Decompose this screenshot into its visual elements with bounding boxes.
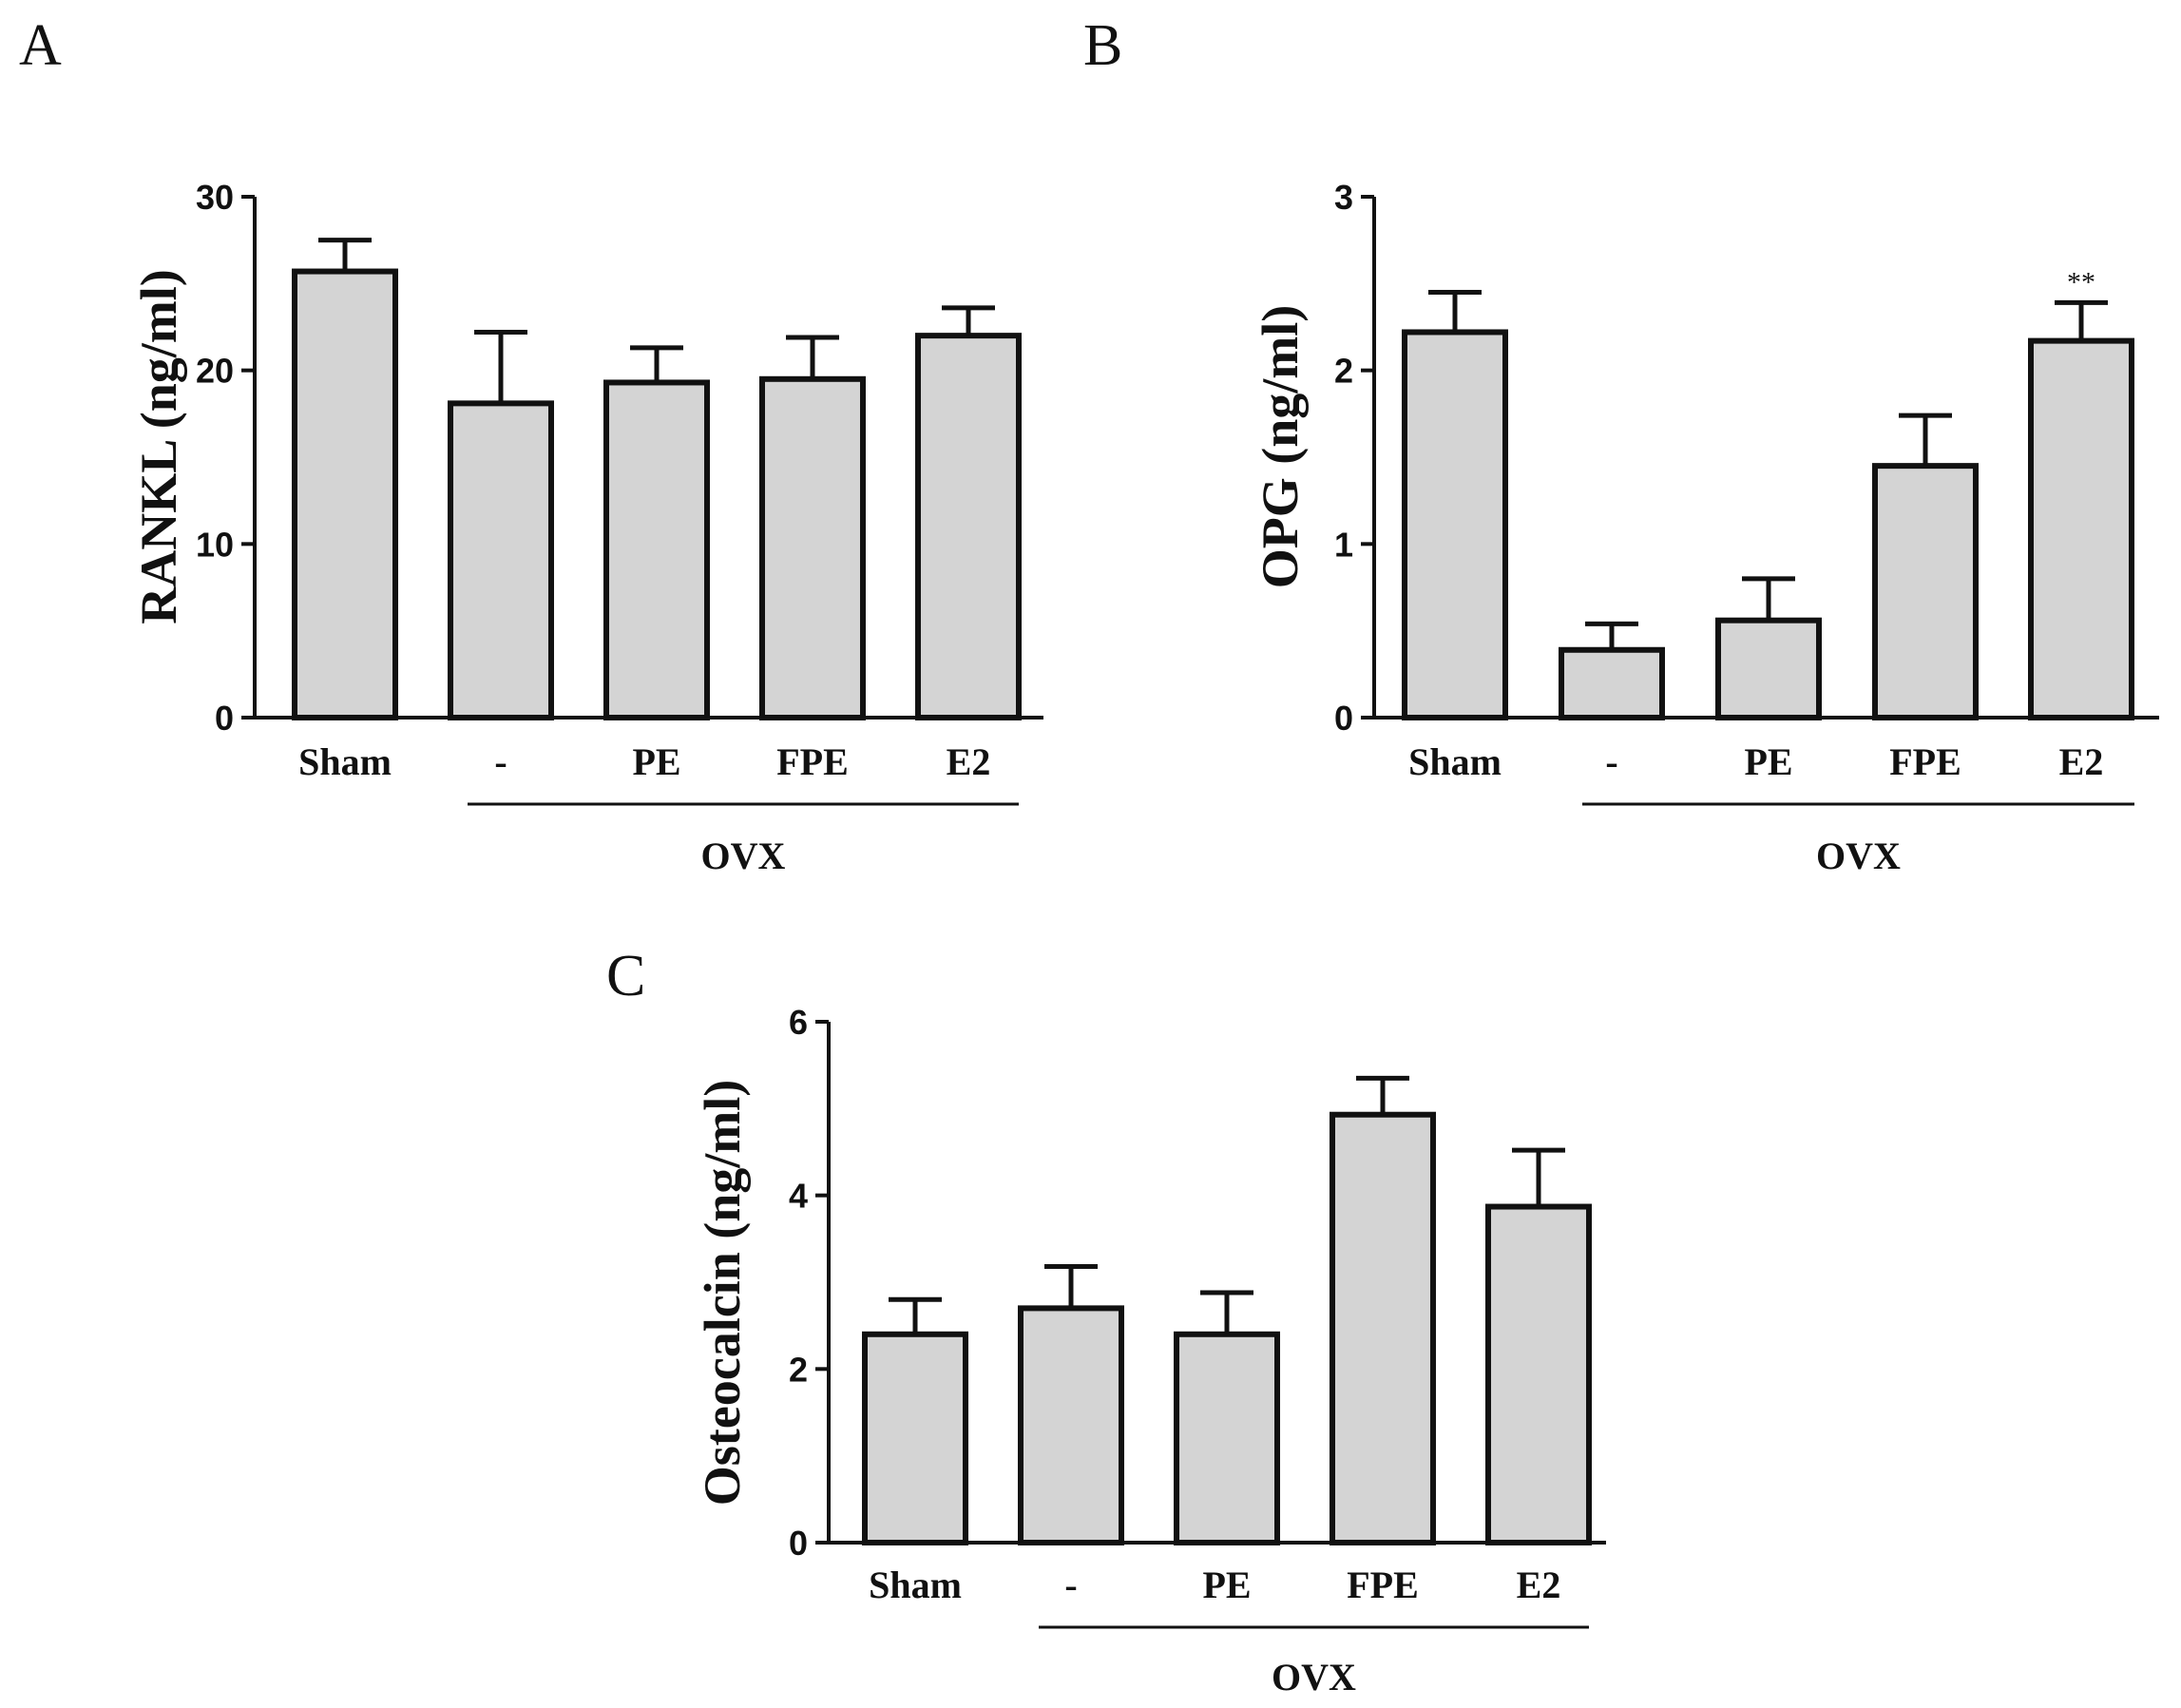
panel-a-bar	[603, 379, 710, 720]
panel-b-y-tick-label: 2	[1334, 352, 1353, 391]
panel-a-y-tick-label: 10	[196, 525, 234, 564]
panel-c-y-axis-label: Osteocalcin (ng/ml)	[694, 1080, 751, 1506]
panel-a-bar	[448, 400, 554, 720]
panel-a-category-label: -	[494, 740, 507, 783]
panel-a-category-label: Sham	[298, 740, 392, 783]
panel-c-bar	[1174, 1331, 1280, 1546]
panel-a-category-label: E2	[947, 740, 991, 783]
panel-b-bar	[1715, 617, 1822, 720]
panel-b-category-label: -	[1605, 740, 1617, 783]
panel-c-letter: C	[606, 944, 645, 1008]
panel-a-y-tick-label: 30	[196, 178, 234, 217]
panel-b-category-label: E2	[2059, 740, 2104, 783]
panel-a-y-tick-label: 20	[196, 352, 234, 391]
panel-a-category-label: PE	[632, 740, 680, 783]
panel-c-y-tick-label: 0	[789, 1524, 808, 1563]
panel-a-y-axis-label: RANKL (ng/ml)	[130, 269, 187, 624]
panel-c-category-label: E2	[1517, 1564, 1561, 1606]
panel-c-bar	[1018, 1305, 1124, 1546]
panel-b-y-tick-label: 0	[1334, 699, 1353, 738]
panel-c-y-tick-label: 6	[789, 1003, 808, 1042]
panel-a-category-label: FPE	[776, 740, 849, 783]
panel-c-category-label: FPE	[1347, 1564, 1419, 1606]
panel-b-bar	[2028, 337, 2134, 720]
panel-b-letter: B	[1083, 13, 1122, 78]
panel-a-group-label: OVX	[701, 835, 786, 877]
panel-c-bar	[862, 1331, 968, 1546]
panel-a-bar	[292, 268, 398, 720]
panel-b-significance-annotation: **	[2067, 266, 2095, 297]
panel-b-y-tick-label: 3	[1334, 178, 1353, 217]
panel-c-group-label: OVX	[1272, 1656, 1356, 1698]
panel-b-y-tick-label: 1	[1334, 525, 1353, 564]
panel-a-letter: A	[19, 13, 62, 78]
panel-b-bar	[1559, 646, 1665, 721]
panel-c-category-label: -	[1064, 1564, 1077, 1606]
panel-a-bar	[915, 333, 1022, 720]
panel-a-y-tick-label: 0	[215, 699, 234, 738]
panel-b-group-label: OVX	[1816, 835, 1901, 877]
panel-c-category-label: PE	[1202, 1564, 1251, 1606]
panel-b-category-label: Sham	[1408, 740, 1502, 783]
panel-b-category-label: PE	[1744, 740, 1792, 783]
panel-a-bar	[759, 375, 866, 720]
panel-c-category-label: Sham	[869, 1564, 962, 1606]
panel-c-bar	[1330, 1111, 1436, 1546]
panel-b-bar	[1872, 463, 1979, 720]
panel-c-y-tick-label: 4	[789, 1177, 808, 1216]
panel-b-category-label: FPE	[1889, 740, 1961, 783]
panel-b-bar	[1402, 329, 1508, 720]
panel-b-y-axis-label: OPG (ng/ml)	[1252, 305, 1309, 588]
panel-c-bar	[1485, 1203, 1592, 1546]
panel-c-y-tick-label: 2	[789, 1350, 808, 1389]
